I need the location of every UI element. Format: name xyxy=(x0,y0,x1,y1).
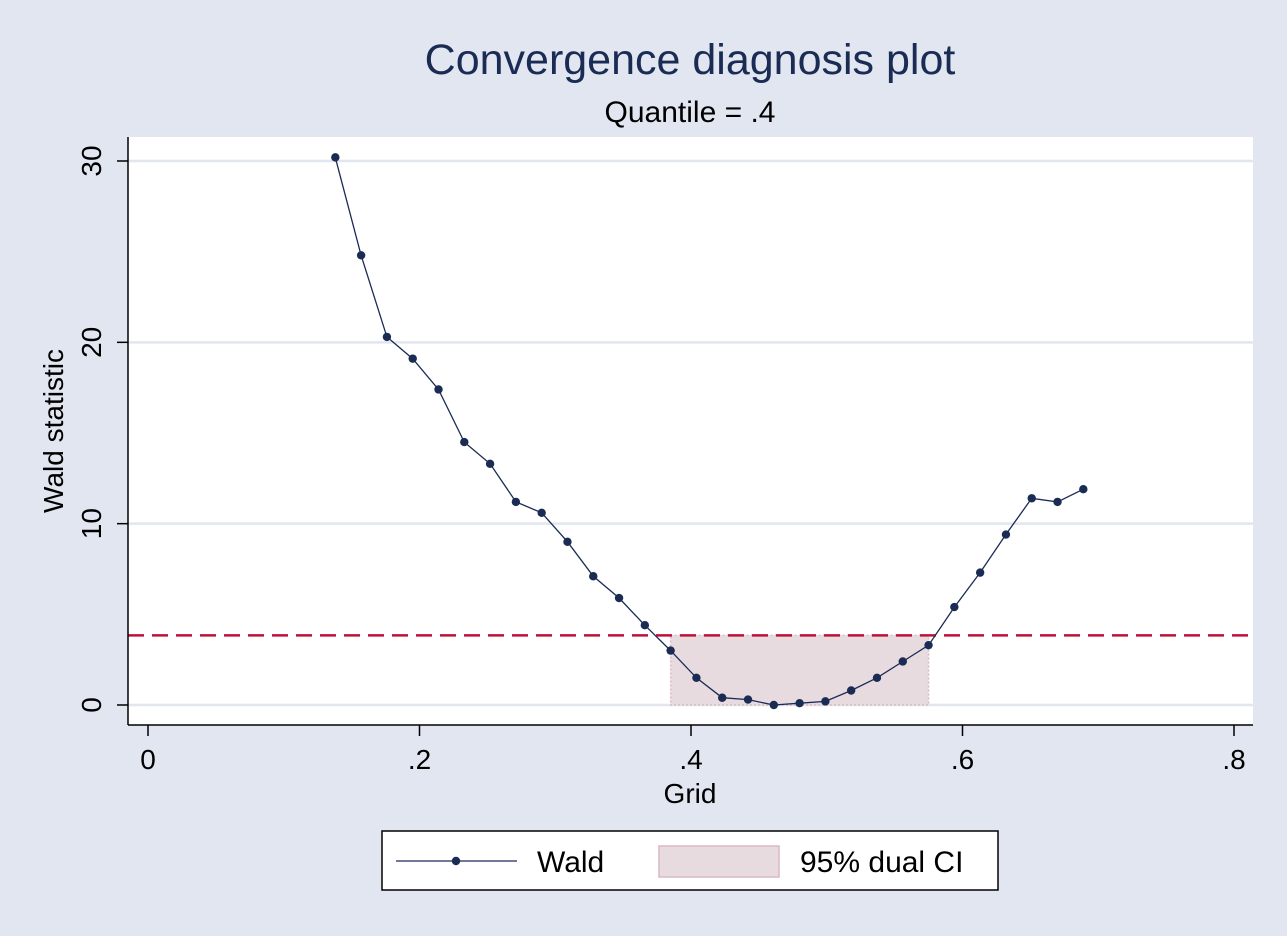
data-point-21 xyxy=(872,673,882,682)
data-point-24 xyxy=(950,602,959,612)
y-tick-label-0: 0 xyxy=(76,697,107,713)
data-point-16 xyxy=(743,695,753,704)
data-point-15 xyxy=(718,693,727,702)
y-axis-label: Wald statistic xyxy=(38,349,69,513)
x-ticks: 0 .2 .4 .6 .8 xyxy=(140,725,1246,775)
data-point-10 xyxy=(589,572,598,581)
confidence-band-layer xyxy=(669,634,930,706)
chart-subtitle: Quantile = .4 xyxy=(605,96,776,129)
x-tick-label-2: .4 xyxy=(679,744,702,775)
data-point-5 xyxy=(460,437,469,447)
y-tick-label-3: 30 xyxy=(76,145,107,176)
data-point-7 xyxy=(511,497,521,507)
data-point-13 xyxy=(666,646,675,655)
series-layer xyxy=(331,153,1088,710)
legend: Wald 95% dual CI xyxy=(381,830,999,891)
data-point-17 xyxy=(769,700,779,710)
data-point-11 xyxy=(614,593,624,603)
y-ticks: 0 10 20 30 xyxy=(76,145,128,713)
x-axis-label: Grid xyxy=(664,778,717,809)
data-point-2 xyxy=(382,332,392,342)
series-line-0 xyxy=(334,157,1084,706)
data-point-12 xyxy=(640,621,650,630)
data-point-27 xyxy=(1027,494,1036,503)
x-tick-label-0: 0 xyxy=(140,744,156,775)
plot-area xyxy=(128,137,1253,725)
x-tick-label-3: .6 xyxy=(951,744,974,775)
data-point-20 xyxy=(846,686,856,695)
data-point-1 xyxy=(356,251,366,260)
data-point-8 xyxy=(537,508,546,517)
data-point-25 xyxy=(975,568,985,577)
legend-wald-marker xyxy=(451,856,461,866)
chart-title: Convergence diagnosis plot xyxy=(425,36,956,84)
legend-ci-swatch xyxy=(658,845,780,878)
data-point-29 xyxy=(1079,485,1088,494)
data-point-0 xyxy=(331,153,340,162)
x-tick-label-4: .8 xyxy=(1222,744,1245,775)
data-point-26 xyxy=(1001,530,1011,539)
confidence-band xyxy=(669,634,930,706)
data-point-3 xyxy=(408,354,417,363)
legend-ci-label: 95% dual CI xyxy=(800,846,963,879)
data-point-18 xyxy=(795,698,804,708)
y-tick-label-2: 20 xyxy=(76,327,107,358)
data-point-14 xyxy=(692,673,701,682)
data-point-23 xyxy=(924,640,933,650)
y-tick-label-1: 10 xyxy=(76,508,107,539)
data-point-22 xyxy=(898,657,907,666)
data-point-4 xyxy=(434,385,443,394)
data-point-19 xyxy=(821,697,830,706)
data-point-28 xyxy=(1053,497,1062,507)
x-tick-label-1: .2 xyxy=(408,744,431,775)
legend-wald-label: Wald xyxy=(537,846,604,879)
data-point-9 xyxy=(563,537,572,546)
data-point-6 xyxy=(485,459,495,469)
